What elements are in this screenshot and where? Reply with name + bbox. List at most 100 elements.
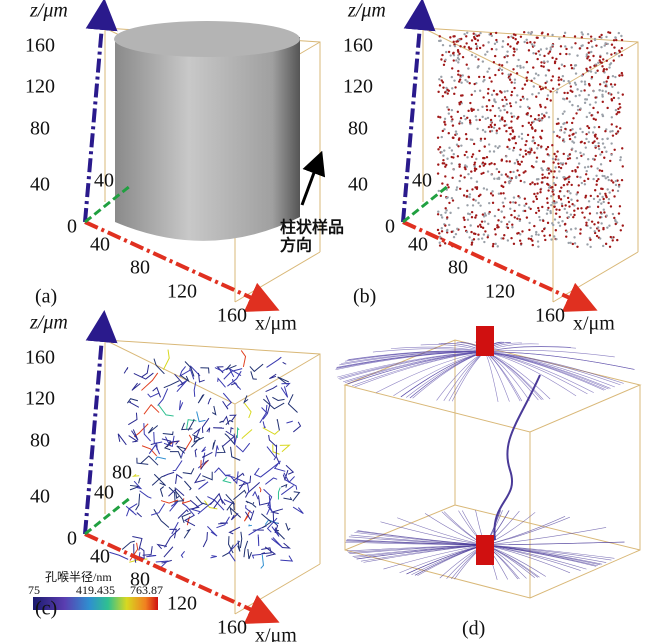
pore [615,112,618,116]
pore [580,44,583,48]
pore [531,139,534,143]
pore [510,81,513,84]
pore [440,213,443,217]
pore [556,134,559,138]
pore [482,80,485,83]
pore [544,81,547,85]
pore [500,64,504,67]
pore [561,97,565,100]
pore [496,224,499,227]
throat [148,443,161,455]
y-tick-label: 40 [94,170,114,192]
pore [452,51,455,54]
pore [609,159,612,163]
pore [606,106,609,110]
pore [508,147,511,151]
pore [565,47,568,51]
pore [529,237,533,241]
pore [456,227,459,231]
pore [617,91,620,94]
pore [580,207,583,210]
pore [436,213,440,216]
pore [586,243,589,246]
pore [470,230,473,234]
pore [615,132,618,136]
pore [567,79,570,83]
throat [197,372,205,383]
pore [610,43,614,46]
pore [559,166,563,170]
pore [557,78,560,82]
x-tick-label: 160 [217,305,247,327]
pore [590,75,594,79]
pore [602,200,605,204]
throat [292,506,304,514]
throat [136,512,142,518]
pore [595,44,598,47]
throat [271,537,283,548]
pore [589,245,592,249]
pore [526,71,529,74]
pore [498,67,502,70]
pore [554,212,558,215]
pore [444,175,447,178]
pore [558,215,561,219]
pore [476,108,480,112]
pore [441,182,444,185]
pore [606,226,609,229]
pore [541,205,544,209]
pore [469,138,472,141]
pore [486,50,489,53]
streamline [484,351,499,402]
origin-label: 0 [67,528,77,550]
pore [508,160,511,163]
pore [525,76,528,79]
pore [526,105,530,109]
pore [492,126,496,129]
pore [583,141,586,145]
pore [613,148,616,151]
pore [478,46,482,50]
pore [506,175,509,178]
pore [523,197,527,200]
pore [602,81,606,84]
pore [514,38,517,41]
pore [503,216,506,219]
pore [604,84,607,88]
pore [589,70,593,73]
pore [604,177,608,180]
streamline [484,351,605,391]
throat [201,417,210,433]
pore [564,45,567,48]
pore [477,233,480,236]
pore [451,176,454,180]
pore [540,64,543,68]
pore [615,38,618,42]
pore [601,142,605,145]
throat [117,433,127,446]
pore [536,57,539,61]
x-axis-label: x/μm [573,313,615,335]
x-tick-label: 80 [448,257,468,279]
pore [462,194,466,197]
throat [228,526,241,535]
pore [484,53,487,56]
throat [287,394,298,413]
pore [516,169,519,172]
pore [519,179,522,183]
pore [494,145,497,148]
cube [343,339,642,599]
pore [489,130,492,133]
pore [492,150,496,153]
pore [459,116,463,120]
pore [604,192,607,195]
throat [181,512,192,524]
pore [525,202,528,206]
pore [540,181,544,184]
pore [500,117,504,121]
pore [592,89,595,93]
z-tick-label: 80 [30,430,50,452]
pore [551,201,555,204]
pore [510,93,513,97]
throat [257,534,260,547]
